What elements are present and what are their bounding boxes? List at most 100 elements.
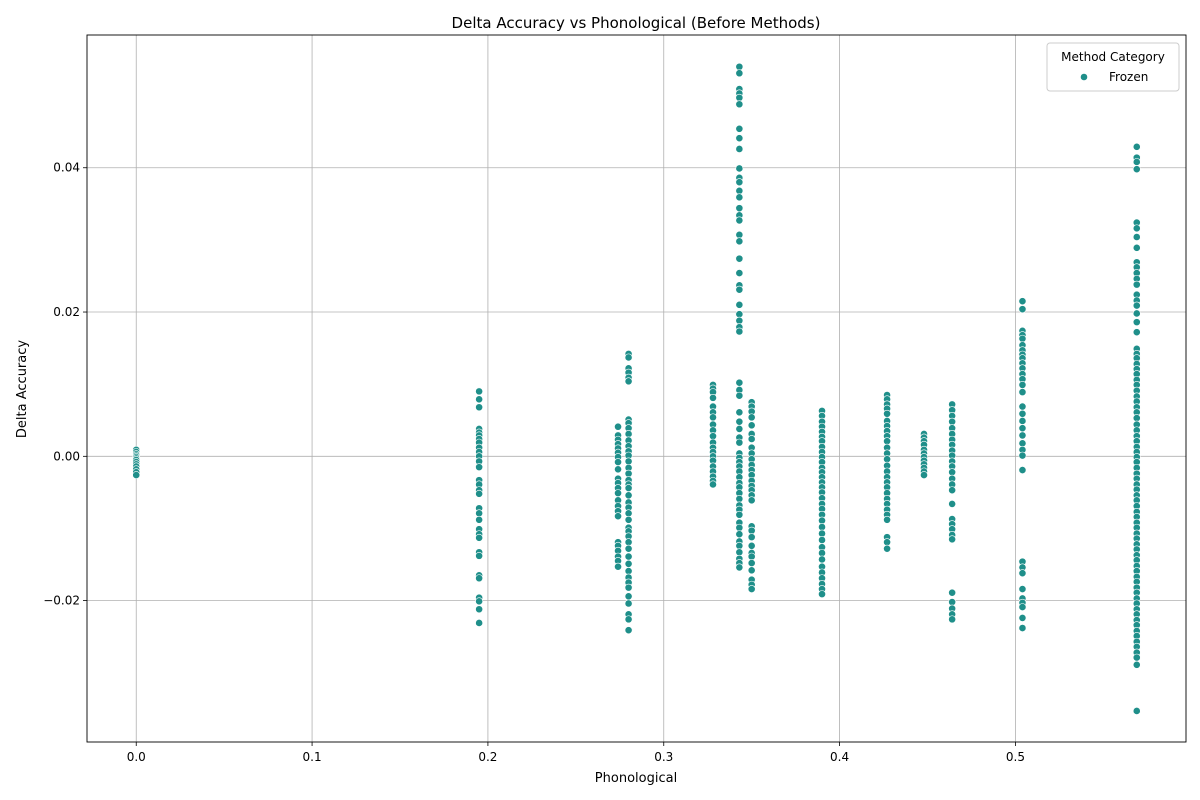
data-point <box>1018 297 1027 306</box>
data-point <box>624 430 633 438</box>
data-point <box>735 417 744 426</box>
data-point <box>475 403 484 412</box>
data-point <box>475 605 484 614</box>
data-point <box>1132 309 1141 318</box>
x-tick-label: 0.1 <box>303 750 322 764</box>
data-point <box>948 588 957 597</box>
data-point <box>735 316 744 325</box>
data-point <box>818 516 826 525</box>
data-point <box>948 535 957 544</box>
data-point <box>883 515 891 524</box>
data-point <box>735 62 744 71</box>
data-point <box>818 536 826 544</box>
data-point <box>747 585 756 593</box>
data-point <box>747 566 756 575</box>
data-point <box>624 484 633 492</box>
data-point <box>735 391 744 400</box>
data-point <box>883 455 891 464</box>
grid-lines <box>87 35 1186 742</box>
data-point <box>735 548 744 557</box>
legend-box <box>1046 42 1180 92</box>
data-point <box>614 465 622 474</box>
data-point <box>1132 224 1141 233</box>
data-point <box>735 69 744 78</box>
data-point <box>1018 439 1027 448</box>
x-tick-label: 0.0 <box>127 750 146 764</box>
data-point <box>948 468 957 477</box>
data-point <box>747 421 756 430</box>
y-tick-label: 0.00 <box>53 449 80 463</box>
data-point <box>624 567 633 575</box>
data-point <box>709 432 717 441</box>
data-point <box>709 413 717 422</box>
data-point <box>614 489 622 498</box>
plot-frame <box>86 34 1187 743</box>
data-point <box>1018 585 1027 593</box>
data-point <box>709 480 717 489</box>
legend: Method Category Frozen <box>1046 42 1180 92</box>
data-point <box>735 145 744 153</box>
y-axis-label: Delta Accuracy <box>15 340 30 438</box>
y-tick-label: 0.04 <box>53 161 80 175</box>
data-point <box>735 186 744 195</box>
x-axis-label: Phonological <box>595 771 677 786</box>
data-point <box>735 408 744 417</box>
data-point <box>818 523 826 531</box>
data-point <box>883 409 891 418</box>
legend-label-frozen: Frozen <box>1109 70 1148 84</box>
chart-title: Delta Accuracy vs Phonological (Before M… <box>452 14 821 32</box>
data-point <box>624 583 633 592</box>
data-point <box>948 500 957 508</box>
data-point <box>1132 328 1141 337</box>
data-point <box>735 204 744 213</box>
data-point <box>883 538 891 547</box>
data-point <box>735 134 744 143</box>
data-point <box>624 615 633 624</box>
data-point <box>475 463 484 472</box>
data-point <box>735 494 744 503</box>
data-point <box>624 559 633 568</box>
data-point <box>475 515 484 524</box>
data-point <box>624 469 633 478</box>
data-point <box>1018 431 1027 440</box>
data-point <box>735 327 744 336</box>
data-point <box>475 387 484 396</box>
data-point <box>1018 466 1027 474</box>
data-point <box>735 178 744 187</box>
data-point <box>1018 614 1027 622</box>
data-point <box>747 526 756 535</box>
data-point <box>735 563 744 572</box>
data-point <box>948 417 957 426</box>
data-point <box>735 310 744 319</box>
legend-marker-frozen <box>1080 73 1088 81</box>
data-point <box>747 559 756 567</box>
data-point <box>735 300 744 309</box>
data-point <box>735 164 744 173</box>
data-point <box>475 619 484 627</box>
x-axis-ticks: 0.0 0.1 0.2 0.3 0.4 0.5 <box>127 742 1025 764</box>
data-point <box>475 533 484 542</box>
data-point <box>1018 451 1027 460</box>
data-point <box>948 615 957 624</box>
data-point <box>624 457 633 466</box>
data-point <box>747 533 756 542</box>
data-point <box>475 574 484 583</box>
data-point <box>624 515 633 524</box>
data-point <box>475 509 484 518</box>
data-point <box>735 230 744 239</box>
data-points <box>132 62 1141 715</box>
legend-title: Method Category <box>1061 50 1165 64</box>
data-point <box>735 510 744 519</box>
data-point <box>624 552 633 561</box>
data-point <box>883 544 891 553</box>
data-point <box>818 529 826 538</box>
data-point <box>735 216 744 225</box>
x-tick-label: 0.2 <box>478 750 497 764</box>
data-point <box>747 435 756 443</box>
data-point <box>1132 707 1141 715</box>
data-point <box>735 424 744 433</box>
data-point <box>1018 409 1027 418</box>
data-point <box>735 93 744 102</box>
data-point <box>735 254 744 263</box>
data-point <box>1132 660 1141 669</box>
